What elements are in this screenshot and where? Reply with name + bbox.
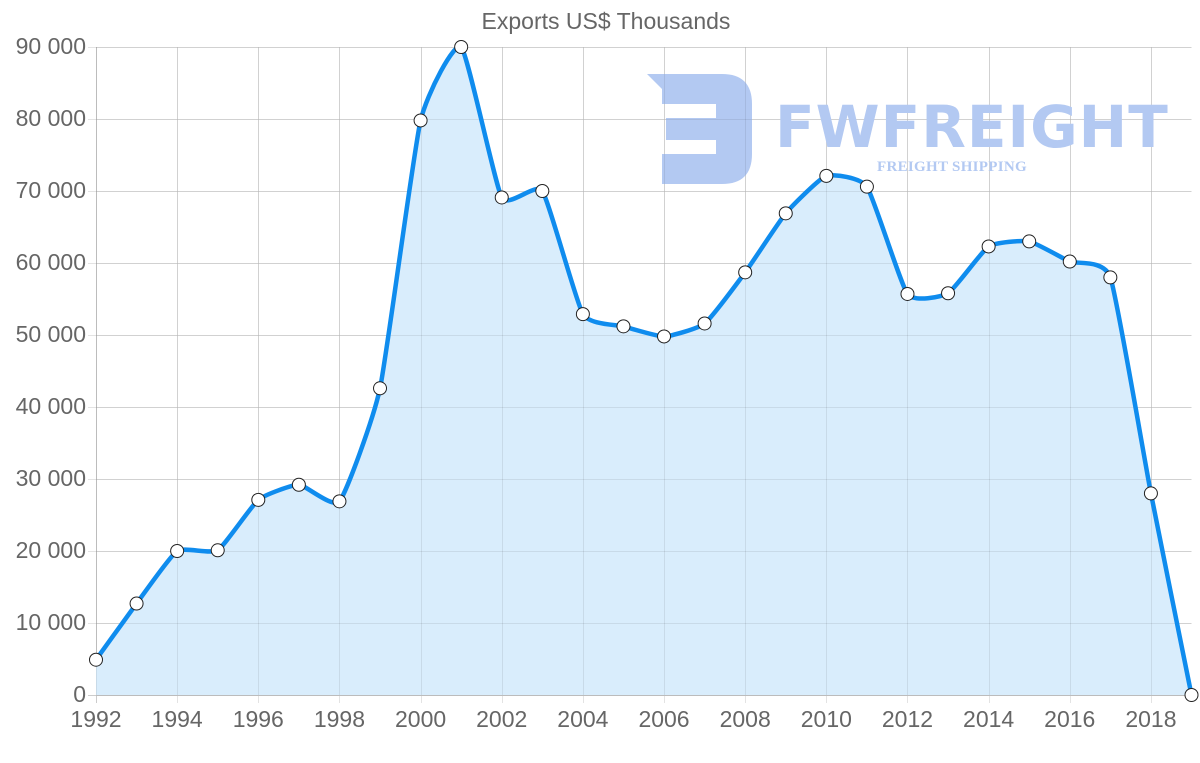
data-point[interactable] (454, 40, 469, 54)
y-tick-label: 0 (73, 681, 86, 707)
data-point[interactable] (1184, 688, 1199, 702)
data-points (89, 40, 1199, 702)
data-point[interactable] (129, 596, 144, 611)
x-tick-label: 2014 (963, 706, 1015, 732)
y-tick-label: 50 000 (15, 321, 86, 347)
y-tick-label: 30 000 (15, 465, 86, 491)
data-point[interactable] (778, 206, 793, 221)
x-tick-label: 1996 (232, 706, 284, 732)
data-point[interactable] (738, 265, 753, 280)
x-tick-label: 2002 (476, 706, 528, 732)
x-tick-label: 2012 (881, 706, 934, 732)
data-point[interactable] (373, 381, 388, 396)
watermark-tagline: FREIGHT SHIPPING (877, 159, 1027, 175)
y-tick-label: 20 000 (15, 537, 86, 563)
data-point[interactable] (251, 492, 266, 507)
data-point[interactable] (657, 329, 672, 344)
data-point[interactable] (535, 184, 550, 198)
data-point[interactable] (1022, 234, 1037, 249)
data-point[interactable] (1062, 254, 1077, 269)
x-tick-label: 2018 (1125, 706, 1177, 732)
data-point[interactable] (616, 319, 631, 334)
y-tick-label: 60 000 (15, 249, 86, 275)
y-tick-label: 10 000 (15, 609, 86, 635)
data-point[interactable] (210, 543, 225, 558)
data-point[interactable] (1143, 486, 1158, 501)
x-tick-label: 2000 (394, 706, 447, 732)
chart-title: Exports US$ Thousands (481, 8, 731, 34)
x-tick-label: 1998 (313, 706, 366, 732)
data-point[interactable] (575, 307, 590, 322)
data-point[interactable] (981, 239, 996, 254)
data-point[interactable] (291, 477, 306, 492)
data-point[interactable] (1103, 270, 1118, 285)
data-point[interactable] (941, 286, 956, 301)
data-point[interactable] (170, 544, 185, 558)
area-fill (96, 46, 1192, 696)
watermark-brand: FWFREIGHT (775, 93, 1169, 161)
x-tick-label: 2016 (1044, 706, 1096, 732)
data-point[interactable] (332, 494, 347, 509)
y-tick-label: 40 000 (15, 393, 86, 419)
y-tick-label: 90 000 (15, 33, 86, 59)
fwfreight-logo-icon (647, 74, 752, 184)
x-tick-label: 2006 (638, 706, 690, 732)
data-point[interactable] (89, 652, 103, 667)
data-point[interactable] (413, 113, 428, 128)
x-tick-label: 1994 (151, 706, 203, 732)
data-point[interactable] (494, 190, 509, 205)
grid-lines-over-fill (96, 47, 1192, 696)
data-point[interactable] (859, 179, 874, 194)
data-point[interactable] (819, 168, 834, 183)
x-tick-label: 2008 (719, 706, 771, 732)
y-tick-label: 70 000 (15, 177, 86, 203)
x-tick-label: 1992 (70, 706, 122, 732)
y-tick-label: 80 000 (15, 105, 86, 131)
data-point[interactable] (900, 286, 915, 301)
x-tick-label: 2010 (800, 706, 852, 732)
x-tick-label: 2004 (557, 706, 609, 732)
data-point[interactable] (697, 316, 712, 331)
